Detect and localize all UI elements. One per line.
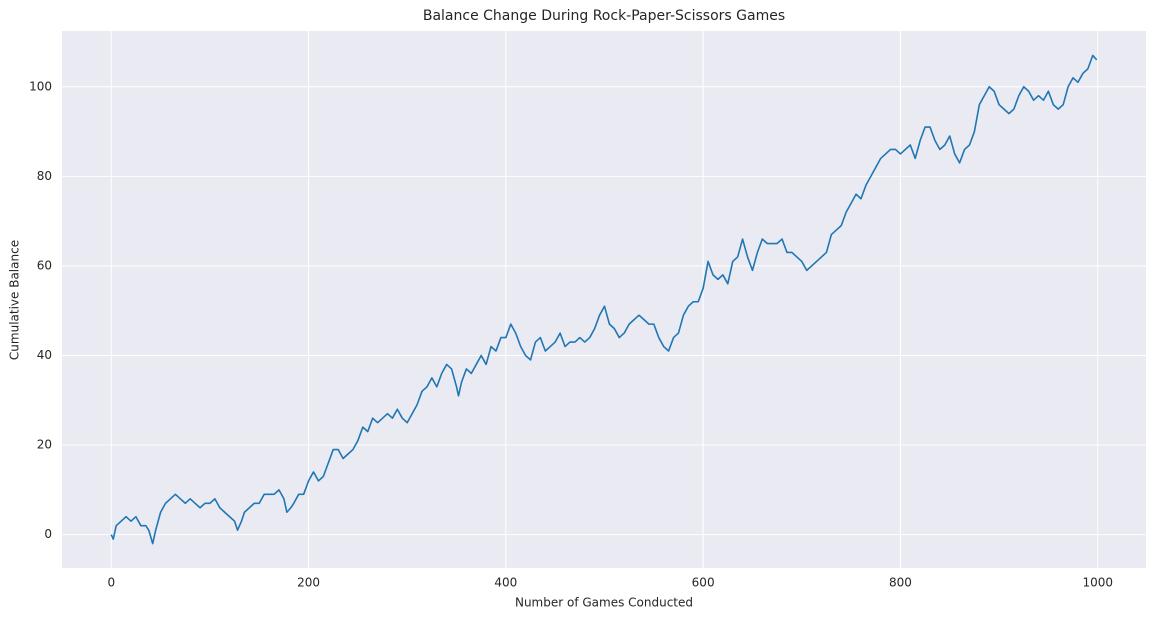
y-tick-label: 80 [37, 169, 52, 183]
x-tick-label: 200 [297, 576, 320, 590]
x-tick-label: 1000 [1082, 576, 1113, 590]
x-tick-label: 0 [107, 576, 115, 590]
plot-area [62, 31, 1146, 568]
x-axis-label: Number of Games Conducted [515, 596, 693, 610]
x-tick-label: 400 [494, 576, 517, 590]
y-tick-label: 40 [37, 348, 52, 362]
line [110, 54, 1098, 545]
chart-title: Balance Change During Rock-Paper-Scissor… [423, 8, 785, 24]
y-axis-label: Cumulative Balance [8, 240, 22, 360]
x-tick-label: 800 [889, 576, 912, 590]
y-tick-label: 20 [37, 438, 52, 452]
y-tick-label: 60 [37, 258, 52, 272]
x-tick-label: 600 [692, 576, 715, 590]
y-tick-label: 100 [29, 79, 52, 93]
y-tick-label: 0 [44, 527, 52, 541]
